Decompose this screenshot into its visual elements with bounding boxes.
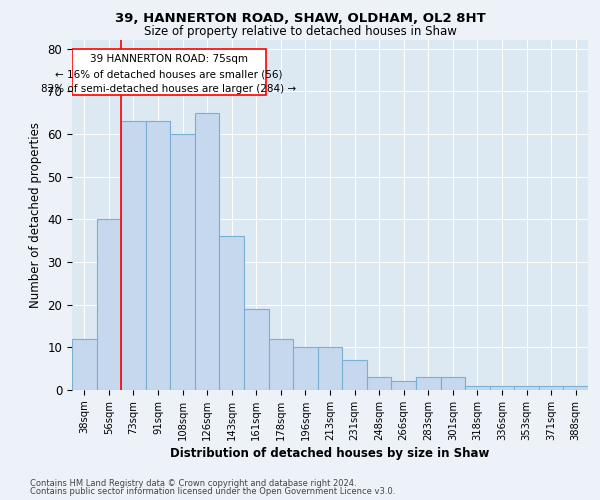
Bar [318, 348, 342, 390]
Bar [539, 386, 563, 390]
Text: Contains public sector information licensed under the Open Government Licence v3: Contains public sector information licen… [30, 487, 395, 496]
Bar [416, 377, 440, 390]
Bar [440, 377, 465, 390]
Bar [220, 236, 244, 390]
Y-axis label: Number of detached properties: Number of detached properties [29, 122, 42, 308]
Bar [465, 386, 490, 390]
Bar [121, 121, 146, 390]
Text: 39, HANNERTON ROAD, SHAW, OLDHAM, OL2 8HT: 39, HANNERTON ROAD, SHAW, OLDHAM, OL2 8H… [115, 12, 485, 26]
Text: Contains HM Land Registry data © Crown copyright and database right 2024.: Contains HM Land Registry data © Crown c… [30, 478, 356, 488]
Text: 82% of semi-detached houses are larger (284) →: 82% of semi-detached houses are larger (… [41, 84, 296, 94]
Bar [391, 382, 416, 390]
Bar [146, 121, 170, 390]
Bar [170, 134, 195, 390]
Bar [195, 112, 220, 390]
Text: Size of property relative to detached houses in Shaw: Size of property relative to detached ho… [143, 25, 457, 38]
Bar [244, 309, 269, 390]
Bar [269, 339, 293, 390]
Bar [97, 220, 121, 390]
FancyBboxPatch shape [72, 48, 266, 96]
Text: ← 16% of detached houses are smaller (56): ← 16% of detached houses are smaller (56… [55, 69, 283, 79]
X-axis label: Distribution of detached houses by size in Shaw: Distribution of detached houses by size … [170, 447, 490, 460]
Bar [563, 386, 588, 390]
Bar [293, 348, 318, 390]
Bar [72, 339, 97, 390]
Bar [490, 386, 514, 390]
Text: 39 HANNERTON ROAD: 75sqm: 39 HANNERTON ROAD: 75sqm [90, 54, 248, 64]
Bar [342, 360, 367, 390]
Bar [367, 377, 391, 390]
Bar [514, 386, 539, 390]
